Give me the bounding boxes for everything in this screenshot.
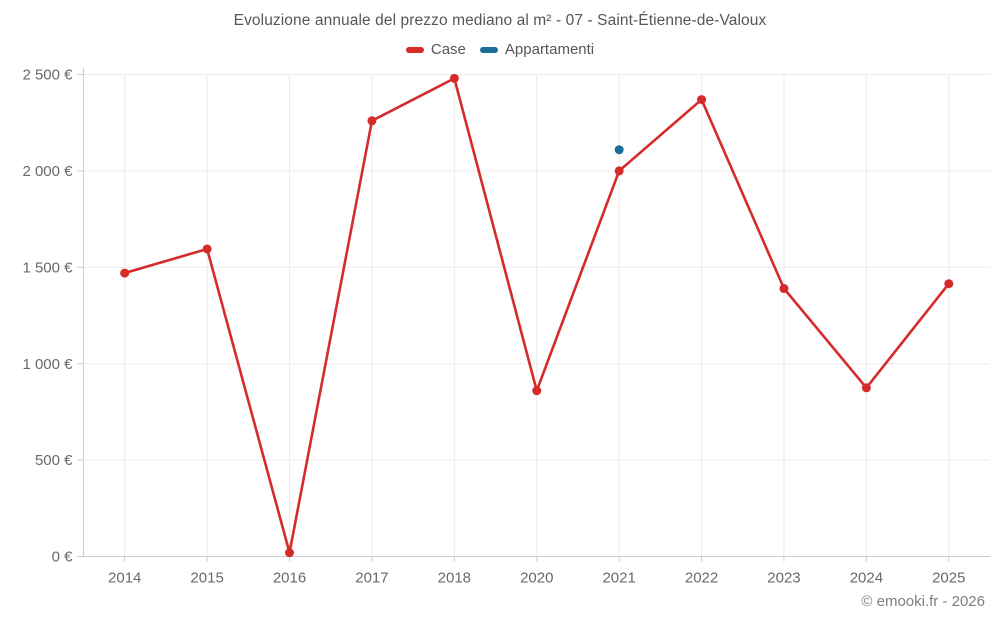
x-axis-tick-label: 2022 — [685, 570, 718, 587]
y-axis-tick-label: 2 000 € — [22, 163, 73, 180]
legend-label-case: Case — [430, 41, 466, 58]
axis-labels: 0 € 500 € 1 000 € 1 500 € 2 000 € 2 500 € 2014… — [22, 67, 965, 587]
copyright-text: © emooki.fr - 2026 — [861, 593, 985, 610]
y-axis-tick-label: 500 € — [35, 452, 73, 469]
x-axis-tick-label: 2015 — [190, 570, 223, 587]
legend-item-case[interactable]: Case — [405, 41, 466, 58]
data-point-case — [532, 386, 542, 396]
legend-item-appartamenti[interactable]: Appartamenti — [479, 41, 595, 58]
x-axis-tick-label: 2016 — [273, 570, 306, 587]
data-point-case — [861, 383, 871, 393]
data-point-case — [202, 244, 212, 254]
x-axis-tick-label: 2024 — [850, 570, 883, 587]
data-point-case — [367, 116, 377, 126]
x-axis-tick-label: 2014 — [108, 570, 141, 587]
data-point-case — [779, 284, 789, 294]
legend-label-appartamenti: Appartamenti — [504, 41, 595, 58]
legend: Case Appartamenti — [0, 41, 1000, 58]
series-appartamenti — [614, 145, 624, 155]
case-series-swatch-icon — [405, 46, 424, 53]
x-axis-tick-label: 2025 — [932, 570, 965, 587]
y-axis-tick-label: 2 500 € — [22, 67, 73, 84]
x-axis-tick-label: 2021 — [602, 570, 635, 587]
x-axis-tick-label: 2018 — [438, 570, 471, 587]
data-point-case — [697, 95, 707, 105]
data-point-case — [285, 548, 295, 558]
data-point-appartamenti — [614, 145, 624, 155]
x-axis-tick-label: 2020 — [520, 570, 553, 587]
x-axis-tick-label: 2017 — [355, 570, 388, 587]
y-axis-tick-label: 1 000 € — [22, 356, 73, 373]
appartamenti-series-swatch-icon — [479, 46, 498, 53]
data-point-case — [944, 279, 954, 289]
data-point-case — [120, 268, 130, 278]
series-case — [120, 73, 954, 558]
gridlines — [83, 74, 990, 557]
data-point-case — [449, 73, 459, 83]
axes — [77, 68, 990, 562]
chart-title: Evoluzione annuale del prezzo mediano al… — [233, 12, 767, 29]
y-axis-tick-label: 0 € — [52, 549, 74, 566]
x-axis-tick-label: 2023 — [767, 570, 800, 587]
series — [120, 73, 954, 558]
y-axis-tick-label: 1 500 € — [22, 259, 73, 276]
data-point-case — [614, 166, 624, 176]
